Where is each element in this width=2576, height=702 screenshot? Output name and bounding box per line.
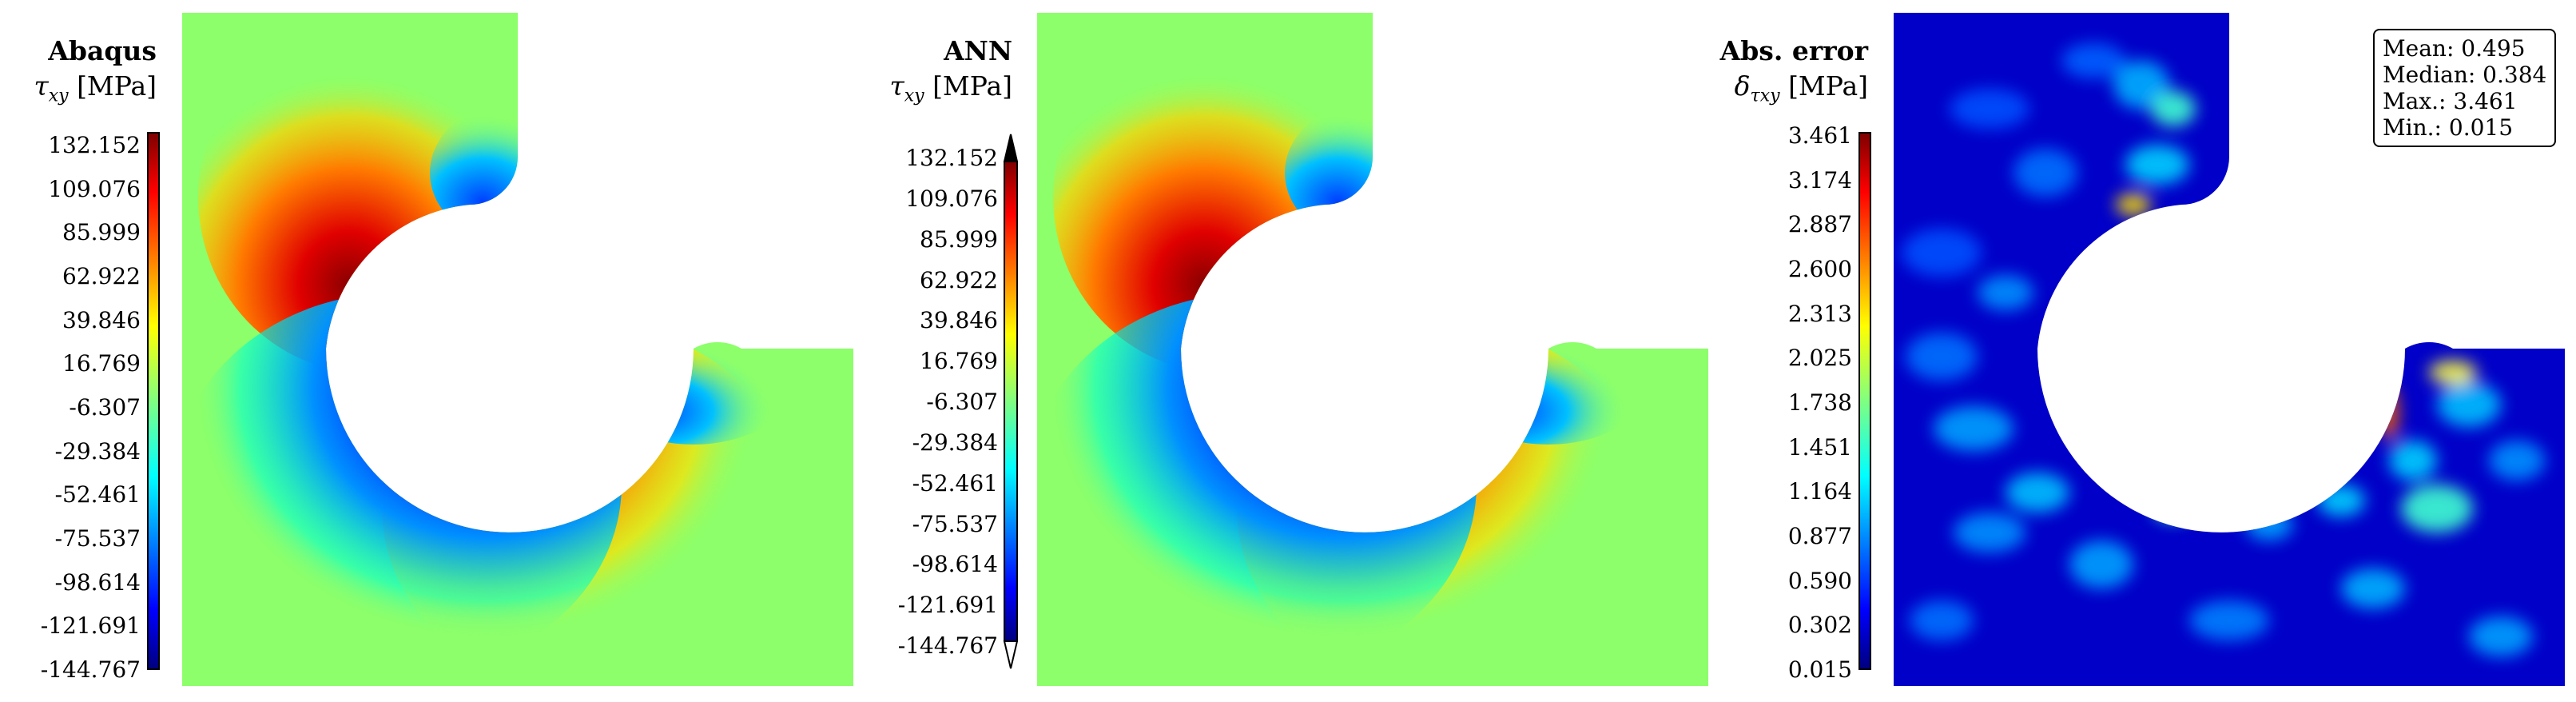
- stat-min: Min.: 0.015: [2383, 114, 2514, 141]
- colorbar-tick-label: 0.015: [1787, 656, 1852, 683]
- colorbar-tick-label: -29.384: [54, 437, 141, 465]
- colorbar-tick-label: -75.537: [54, 525, 141, 552]
- panel-ann: ANN τxy [MPa] 132.152 109.076 85.999 62.922…: [855, 0, 1710, 702]
- unit-label: [MPa]: [1788, 70, 1868, 102]
- colorbar-tick-label: 2.600: [1787, 256, 1852, 282]
- colorbar-tick-label: 1.164: [1787, 478, 1852, 505]
- colorbar-tick-label: 39.846: [62, 306, 141, 333]
- colorbar-tick-label: 85.999: [920, 225, 998, 253]
- colorbar-tick-label: 16.769: [62, 350, 141, 377]
- colorbar-tick-label: 85.999: [62, 219, 141, 246]
- unit-label: [MPa]: [77, 70, 157, 102]
- colorbar-tick-label: -75.537: [912, 510, 998, 537]
- colorbar: [1858, 132, 1871, 670]
- stat-median: Median: 0.384: [2383, 62, 2547, 88]
- colorbar-tick-label: -52.461: [54, 481, 141, 509]
- colorbar-tick-label: -29.384: [912, 429, 998, 456]
- colorbar: [147, 132, 160, 670]
- stat-max: Max.: 3.461: [2383, 88, 2518, 114]
- colorbar-tick-label: 1.451: [1787, 433, 1852, 461]
- stress-field-map: [182, 13, 853, 686]
- colorbar-tick-label: -121.691: [897, 592, 998, 619]
- colorbar: [1003, 134, 1019, 669]
- colorbar-tick-label: -144.767: [897, 632, 998, 659]
- quantity-label: τxy [MPa]: [0, 70, 157, 106]
- stress-field-map: [1037, 13, 1708, 686]
- colorbar-tick-label: 39.846: [920, 307, 998, 334]
- colorbar-tick-label: 16.769: [920, 348, 998, 375]
- panel-title: Abs. error: [1719, 35, 1868, 66]
- statistics-box: Mean: 0.495 Median: 0.384 Max.: 3.461 Mi…: [2373, 29, 2557, 147]
- quantity-label: δτxy [MPa]: [1710, 70, 1868, 106]
- colorbar-tick-label: -6.307: [69, 394, 141, 421]
- quantity-symbol: τ: [34, 70, 49, 102]
- quantity-subscript: τxy: [1750, 86, 1780, 106]
- colorbar-tick-label: 0.590: [1787, 567, 1852, 594]
- quantity-subscript: xy: [904, 86, 924, 106]
- colorbar-tick-label: -52.461: [912, 469, 998, 497]
- colorbar-tick-label: 2.313: [1787, 300, 1852, 327]
- colorbar-tick-label: 109.076: [905, 185, 998, 212]
- colorbar-tick-label: -121.691: [40, 612, 141, 640]
- quantity-label: τxy [MPa]: [855, 70, 1012, 106]
- quantity-symbol: τ: [889, 70, 904, 102]
- unit-label: [MPa]: [932, 70, 1012, 102]
- quantity-symbol: δ: [1734, 70, 1751, 102]
- colorbar-tick-label: 62.922: [920, 266, 998, 293]
- panel-abaqus: Abaqus τxy [MPa] 132.152 109.076 85.999 62.…: [0, 0, 855, 702]
- colorbar-tick-label: 2.887: [1787, 211, 1852, 238]
- colorbar-tick-label: 132.152: [48, 132, 141, 158]
- colorbar-tick-label: -98.614: [54, 568, 141, 596]
- colorbar-tick-label: -98.614: [912, 551, 998, 578]
- stat-mean: Mean: 0.495: [2383, 35, 2526, 62]
- colorbar-tick-label: 109.076: [48, 175, 141, 202]
- colorbar-tick-label: -144.767: [40, 656, 141, 683]
- panel-abs-error: Abs. error δτxy [MPa] 3.461 3.174 2.887 2.6…: [1710, 0, 2576, 702]
- colorbar-tick-label: 62.922: [62, 263, 141, 289]
- colorbar-tick-label: 0.877: [1787, 523, 1852, 549]
- colorbar-tick-label: -6.307: [926, 389, 998, 415]
- colorbar-tick-label: 1.738: [1787, 389, 1852, 416]
- panel-title: Abaqus: [48, 35, 157, 66]
- panel-title: ANN: [944, 35, 1012, 66]
- colorbar-tick-label: 132.152: [905, 145, 998, 171]
- colorbar-tick-label: 3.174: [1787, 166, 1852, 193]
- colorbar-tick-label: 0.302: [1787, 612, 1852, 639]
- colorbar-tick-label: 2.025: [1787, 345, 1852, 372]
- quantity-subscript: xy: [48, 86, 69, 106]
- colorbar-tick-label: 3.461: [1787, 122, 1852, 149]
